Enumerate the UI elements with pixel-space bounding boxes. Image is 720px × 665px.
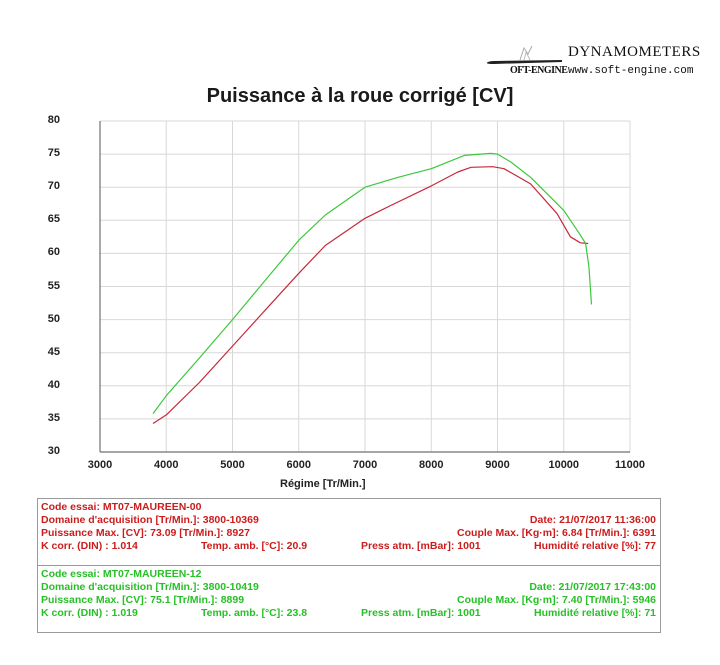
run-max-torque: Couple Max. [Kg·m]: 7.40 [Tr/Min.]: 5946 xyxy=(457,594,656,606)
run-date: Date: 21/07/2017 17:43:00 xyxy=(529,581,656,593)
run-temp: Temp. amb. [°C]: 23.8 xyxy=(201,607,308,619)
power-curve-chart xyxy=(99,120,631,453)
run-domain: Domaine d'acquisition [Tr/Min.]: 3800-10… xyxy=(41,581,259,593)
run-pressure: Press atm. [mBar]: 1001 xyxy=(361,540,481,552)
dynamometer-logo: DYNAMOMETERS OFT-ENGINE www.soft-engine.… xyxy=(480,40,700,85)
run-temp: Temp. amb. [°C]: 20.9 xyxy=(201,540,308,552)
series-line-1 xyxy=(152,152,593,414)
run-humidity: Humidité relative [%]: 71 xyxy=(534,607,656,619)
y-tick-label: 50 xyxy=(47,312,60,325)
x-tick-label: 10000 xyxy=(548,459,580,471)
chart-axes xyxy=(99,121,630,453)
run-info-block-00: Code essai: MT07-MAUREEN-00 Domaine d'ac… xyxy=(38,499,660,565)
x-tick-label: 6000 xyxy=(286,459,311,471)
run-date: Date: 21/07/2017 11:36:00 xyxy=(529,514,656,526)
logo-url: www.soft-engine.com xyxy=(568,65,694,77)
logo-title: DYNAMOMETERS xyxy=(568,44,701,60)
run-kcorr: K corr. (DIN) : 1.019 xyxy=(41,607,138,619)
run-max-power: Puissance Max. [CV]: 73.09 [Tr/Min.]: 89… xyxy=(41,527,250,539)
x-tick-label: 11000 xyxy=(615,459,645,471)
run-info-block-12: Code essai: MT07-MAUREEN-12 Domaine d'ac… xyxy=(38,565,660,632)
y-tick-label: 35 xyxy=(47,411,60,424)
x-tick-label: 3000 xyxy=(87,459,113,471)
y-tick-label: 30 xyxy=(47,445,60,457)
y-tick-label: 55 xyxy=(47,279,60,292)
x-tick-label: 5000 xyxy=(220,459,245,471)
x-tick-label: 8000 xyxy=(419,459,444,471)
run-code: Code essai: MT07-MAUREEN-00 xyxy=(41,501,202,513)
test-info-panel: Code essai: MT07-MAUREEN-00 Domaine d'ac… xyxy=(37,498,661,633)
x-tick-label: 7000 xyxy=(352,459,378,471)
run-domain: Domaine d'acquisition [Tr/Min.]: 3800-10… xyxy=(41,514,259,526)
run-max-power: Puissance Max. [CV]: 75.1 [Tr/Min.]: 889… xyxy=(41,594,245,606)
chart-title: Puissance à la roue corrigé [CV] xyxy=(206,85,514,107)
series-line-0 xyxy=(152,166,589,425)
y-tick-label: 40 xyxy=(47,378,60,391)
run-kcorr: K corr. (DIN) : 1.014 xyxy=(41,540,138,552)
run-max-torque: Couple Max. [Kg·m]: 6.84 [Tr/Min.]: 6391 xyxy=(457,527,656,539)
chart-series xyxy=(152,152,593,425)
y-tick-label: 60 xyxy=(47,246,60,259)
x-tick-label: 4000 xyxy=(154,459,179,471)
logo-brand: OFT-ENGINE xyxy=(510,65,568,76)
run-pressure: Press atm. [mBar]: 1001 xyxy=(361,607,481,619)
x-axis-label: Régime [Tr/Min.] xyxy=(280,478,366,490)
soft-engine-swoosh-logo-icon xyxy=(486,45,562,64)
y-tick-label: 45 xyxy=(47,345,60,358)
run-humidity: Humidité relative [%]: 77 xyxy=(534,540,656,552)
y-tick-label: 65 xyxy=(47,213,60,226)
y-tick-label: 80 xyxy=(47,114,60,126)
run-code: Code essai: MT07-MAUREEN-12 xyxy=(41,568,202,580)
x-tick-label: 9000 xyxy=(485,459,510,471)
y-tick-label: 70 xyxy=(47,180,60,193)
y-tick-label: 75 xyxy=(47,147,60,160)
